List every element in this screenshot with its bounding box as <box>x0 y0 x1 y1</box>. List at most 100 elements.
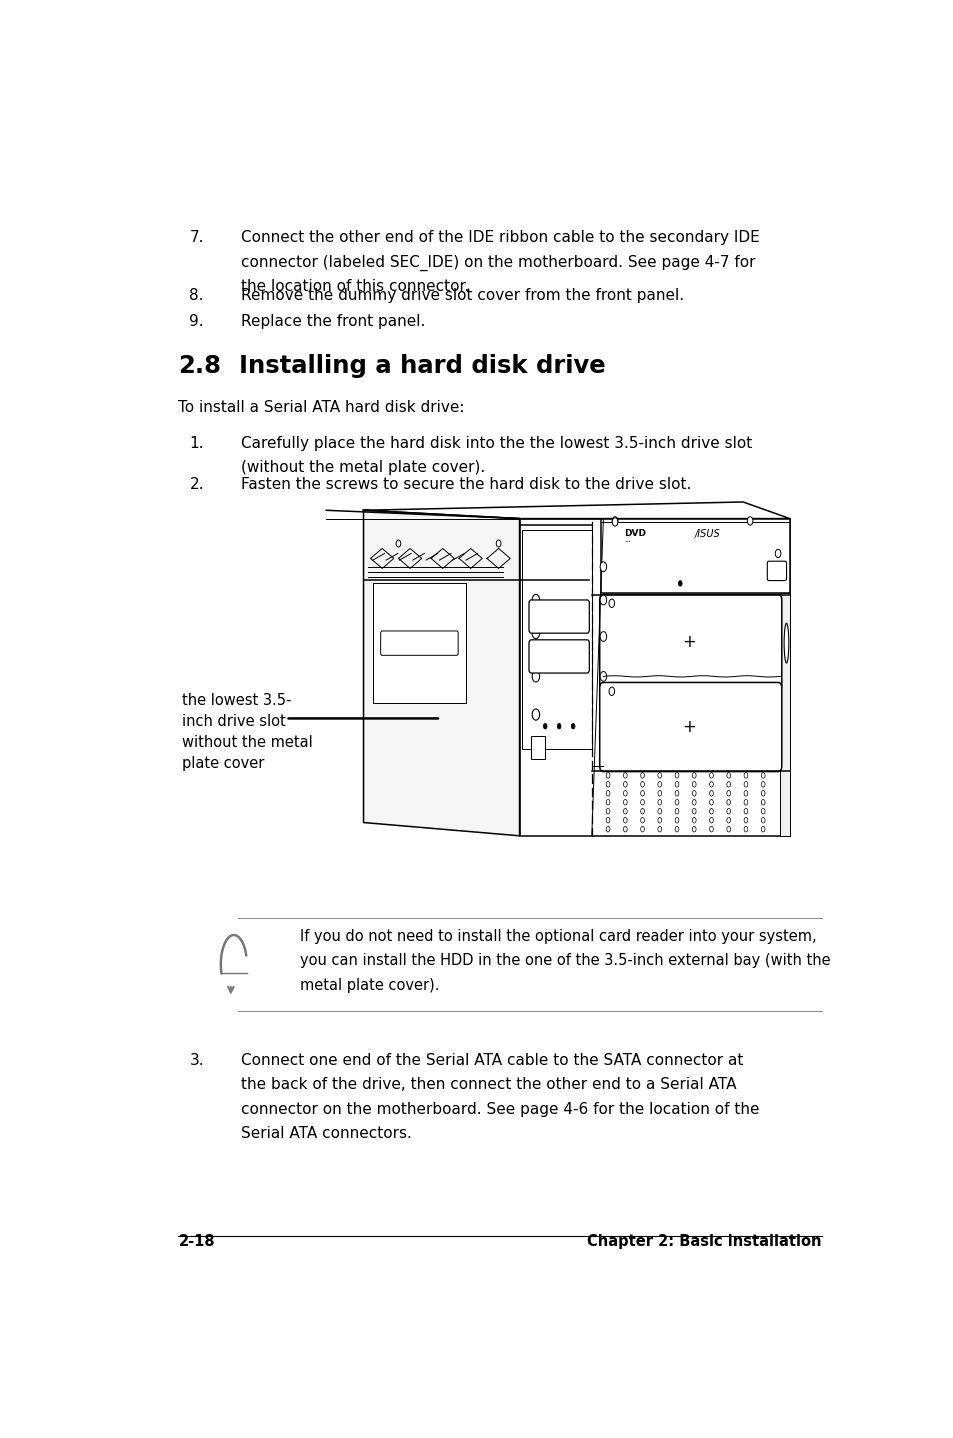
Circle shape <box>726 800 730 805</box>
Text: +: + <box>682 718 696 736</box>
Circle shape <box>658 808 661 814</box>
Circle shape <box>599 672 606 682</box>
FancyBboxPatch shape <box>380 631 457 656</box>
Text: 3.: 3. <box>190 1053 204 1068</box>
Text: Connect one end of the Serial ATA cable to the SATA connector at: Connect one end of the Serial ATA cable … <box>241 1053 742 1068</box>
Circle shape <box>709 817 713 823</box>
Circle shape <box>532 670 539 682</box>
Circle shape <box>692 808 696 814</box>
Circle shape <box>543 723 546 729</box>
Circle shape <box>612 516 618 525</box>
Circle shape <box>743 800 747 805</box>
Circle shape <box>599 562 606 572</box>
Circle shape <box>658 800 661 805</box>
Circle shape <box>743 772 747 778</box>
Text: connector on the motherboard. See page 4-6 for the location of the: connector on the motherboard. See page 4… <box>241 1102 759 1116</box>
Circle shape <box>640 827 643 833</box>
Circle shape <box>675 800 679 805</box>
Text: If you do not need to install the optional card reader into your system,: If you do not need to install the option… <box>300 929 816 943</box>
Text: Installing a hard disk drive: Installing a hard disk drive <box>239 354 605 378</box>
Circle shape <box>658 772 661 778</box>
Circle shape <box>692 791 696 797</box>
Circle shape <box>675 772 679 778</box>
Text: Remove the dummy drive slot cover from the front panel.: Remove the dummy drive slot cover from t… <box>241 288 683 303</box>
Circle shape <box>760 791 764 797</box>
Text: /ISUS: /ISUS <box>694 529 720 538</box>
Text: Carefully place the hard disk into the the lowest 3.5-inch drive slot: Carefully place the hard disk into the t… <box>241 436 752 452</box>
Circle shape <box>743 817 747 823</box>
Circle shape <box>760 808 764 814</box>
Text: connector (labeled SEC_IDE) on the motherboard. See page 4-7 for: connector (labeled SEC_IDE) on the mothe… <box>241 255 755 270</box>
Circle shape <box>640 791 643 797</box>
Circle shape <box>658 817 661 823</box>
Circle shape <box>532 594 539 605</box>
Circle shape <box>709 827 713 833</box>
Bar <box>521 531 591 749</box>
Circle shape <box>623 791 626 797</box>
Circle shape <box>605 808 609 814</box>
Circle shape <box>599 631 606 641</box>
Text: you can install the HDD in the one of the 3.5-inch external bay (with the: you can install the HDD in the one of th… <box>300 953 830 968</box>
Circle shape <box>640 808 643 814</box>
Circle shape <box>658 781 661 787</box>
Circle shape <box>743 808 747 814</box>
Circle shape <box>726 772 730 778</box>
Circle shape <box>709 772 713 778</box>
Circle shape <box>692 781 696 787</box>
Circle shape <box>692 772 696 778</box>
Text: Fasten the screws to secure the hard disk to the drive slot.: Fasten the screws to secure the hard dis… <box>241 477 691 492</box>
Circle shape <box>605 781 609 787</box>
Text: 9.: 9. <box>190 315 204 329</box>
Circle shape <box>743 781 747 787</box>
Text: Serial ATA connectors.: Serial ATA connectors. <box>241 1126 412 1140</box>
Text: 2.8: 2.8 <box>178 354 221 378</box>
Circle shape <box>605 772 609 778</box>
Circle shape <box>640 817 643 823</box>
Text: (without the metal plate cover).: (without the metal plate cover). <box>241 460 485 476</box>
Text: To install a Serial ATA hard disk drive:: To install a Serial ATA hard disk drive: <box>178 400 464 414</box>
Circle shape <box>743 791 747 797</box>
Circle shape <box>760 827 764 833</box>
Text: Replace the front panel.: Replace the front panel. <box>241 315 425 329</box>
Circle shape <box>709 781 713 787</box>
Circle shape <box>623 781 626 787</box>
FancyBboxPatch shape <box>766 561 785 581</box>
Circle shape <box>692 800 696 805</box>
Text: 1.: 1. <box>190 436 204 452</box>
Text: 8.: 8. <box>190 288 204 303</box>
Circle shape <box>605 827 609 833</box>
Circle shape <box>623 772 626 778</box>
Text: Connect the other end of the IDE ribbon cable to the secondary IDE: Connect the other end of the IDE ribbon … <box>241 230 760 244</box>
Text: 2-18: 2-18 <box>178 1234 214 1248</box>
Circle shape <box>675 817 679 823</box>
Circle shape <box>623 827 626 833</box>
Bar <box>780 594 789 835</box>
Text: DVD: DVD <box>623 529 646 538</box>
Circle shape <box>743 827 747 833</box>
Text: the location of this connector.: the location of this connector. <box>241 279 469 293</box>
Circle shape <box>612 518 618 526</box>
Circle shape <box>532 627 539 638</box>
Circle shape <box>775 549 781 558</box>
Bar <box>373 584 465 703</box>
Circle shape <box>726 781 730 787</box>
Circle shape <box>726 808 730 814</box>
Circle shape <box>760 772 764 778</box>
Polygon shape <box>363 510 519 835</box>
Text: metal plate cover).: metal plate cover). <box>300 978 439 992</box>
Circle shape <box>760 800 764 805</box>
Circle shape <box>623 800 626 805</box>
Circle shape <box>675 827 679 833</box>
Text: 2.: 2. <box>190 477 204 492</box>
Text: Chapter 2: Basic installation: Chapter 2: Basic installation <box>586 1234 821 1248</box>
Circle shape <box>746 516 752 525</box>
Circle shape <box>623 808 626 814</box>
Circle shape <box>658 791 661 797</box>
Ellipse shape <box>783 623 788 663</box>
Circle shape <box>623 817 626 823</box>
Circle shape <box>608 600 614 607</box>
Circle shape <box>599 595 606 605</box>
Circle shape <box>760 817 764 823</box>
Circle shape <box>726 791 730 797</box>
Circle shape <box>532 709 539 720</box>
